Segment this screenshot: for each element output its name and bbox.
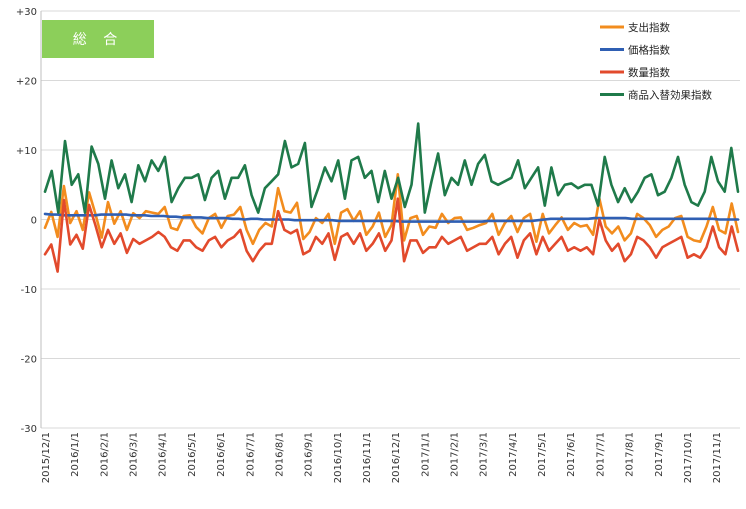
series-line-2 bbox=[43, 212, 740, 223]
y-tick-label: +20 bbox=[16, 77, 37, 88]
y-tick-label: 0 bbox=[31, 216, 37, 227]
y-tick-label: +30 bbox=[16, 7, 37, 18]
x-tick-label: 2016/5/1 bbox=[187, 432, 198, 477]
y-tick-label: +10 bbox=[16, 146, 37, 157]
x-tick-label: 2016/3/1 bbox=[129, 432, 140, 477]
x-tick-label: 2017/2/1 bbox=[450, 432, 461, 477]
series-line-4 bbox=[43, 122, 740, 214]
x-tick-label: 2017/5/1 bbox=[537, 432, 548, 477]
x-tick-label: 2016/11/1 bbox=[362, 432, 373, 483]
legend-label: 数量指数 bbox=[628, 66, 670, 79]
gridlines bbox=[40, 10, 740, 429]
x-tick-label: 2017/11/1 bbox=[712, 432, 723, 483]
x-tick-label: 2016/2/1 bbox=[99, 432, 110, 477]
x-tick-label: 2016/1/1 bbox=[70, 432, 81, 477]
series-line-3 bbox=[43, 197, 740, 273]
x-tick-label: 2016/12/1 bbox=[391, 432, 402, 483]
x-tick-label: 2017/9/1 bbox=[654, 432, 665, 477]
y-axis-ticks: +30 +20 +10 0 -10 -20 -30 bbox=[16, 7, 37, 435]
title-badge-background bbox=[42, 20, 154, 58]
x-tick-label: 2017/8/1 bbox=[625, 432, 636, 477]
x-tick-label: 2017/3/1 bbox=[479, 432, 490, 477]
x-tick-label: 2016/7/1 bbox=[245, 432, 256, 477]
title-badge: 総 合 bbox=[42, 20, 154, 58]
x-tick-label: 2017/10/1 bbox=[683, 432, 694, 483]
chart-title: 総 合 bbox=[73, 32, 123, 48]
x-axis-ticks: 2015/12/1 2016/1/1 2016/2/1 2016/3/1 2016/4/… bbox=[41, 432, 723, 483]
y-tick-label: -10 bbox=[21, 285, 37, 296]
legend-label: 商品入替効果指数 bbox=[628, 89, 712, 102]
series-lines bbox=[43, 122, 740, 273]
y-tick-label: -20 bbox=[21, 355, 37, 366]
series-line-1 bbox=[43, 173, 740, 246]
x-tick-label: 2017/1/1 bbox=[420, 432, 431, 477]
legend-label: 支出指数 bbox=[628, 21, 670, 34]
x-tick-label: 2016/10/1 bbox=[333, 432, 344, 483]
x-tick-label: 2016/4/1 bbox=[158, 432, 169, 477]
x-tick-label: 2017/4/1 bbox=[508, 432, 519, 477]
x-tick-label: 2015/12/1 bbox=[41, 432, 52, 483]
x-tick-label: 2016/8/1 bbox=[274, 432, 285, 477]
y-tick-label: -30 bbox=[21, 424, 37, 435]
x-tick-label: 2016/6/1 bbox=[216, 432, 227, 477]
x-tick-label: 2017/7/1 bbox=[595, 432, 606, 477]
x-tick-label: 2016/9/1 bbox=[304, 432, 315, 477]
legend-label: 価格指数 bbox=[628, 44, 670, 57]
x-tick-label: 2017/6/1 bbox=[566, 432, 577, 477]
